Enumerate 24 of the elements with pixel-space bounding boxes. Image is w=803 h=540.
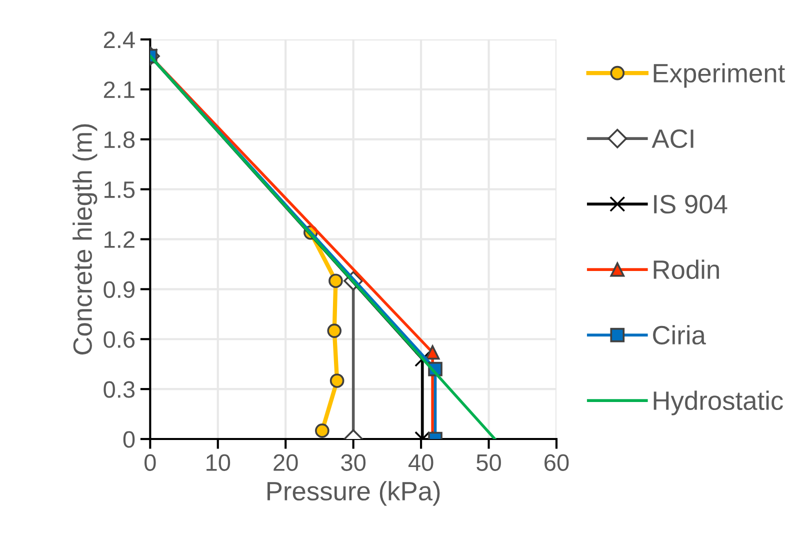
y-tick-label: 2.4 xyxy=(104,31,135,48)
legend-label: IS 904 xyxy=(654,194,728,214)
y-tick-label: 2.1 xyxy=(104,81,134,98)
x-axis-title: Pressure (kPa) xyxy=(268,481,440,506)
y-tick-label: 0.3 xyxy=(104,381,135,398)
y-axis-title: Concrete hiegth (m) xyxy=(72,124,98,354)
y-tick-label: 0 xyxy=(123,431,135,448)
x-tick-label: 50 xyxy=(476,454,501,471)
legend-label: Hydrostatic xyxy=(654,390,783,416)
legend-label: Rodin xyxy=(654,260,719,280)
x-tick-label: 40 xyxy=(408,454,434,471)
y-tick-label: 0.6 xyxy=(104,331,135,348)
y-tick-label: 1.8 xyxy=(104,131,135,148)
y-tick-label: 1.5 xyxy=(104,182,135,198)
x-tick-label: 0 xyxy=(144,454,156,471)
legend-label: ACI xyxy=(652,129,694,148)
x-tick-label: 30 xyxy=(341,454,366,471)
y-tick-label: 1.2 xyxy=(104,231,134,248)
legend-label: Experiment xyxy=(654,63,785,88)
legend-label: Ciria xyxy=(653,325,706,345)
x-tick-label: 10 xyxy=(206,454,230,471)
x-tick-label: 20 xyxy=(274,454,298,471)
y-tick-label: 0.9 xyxy=(104,281,134,298)
x-tick-label: 60 xyxy=(544,454,569,471)
